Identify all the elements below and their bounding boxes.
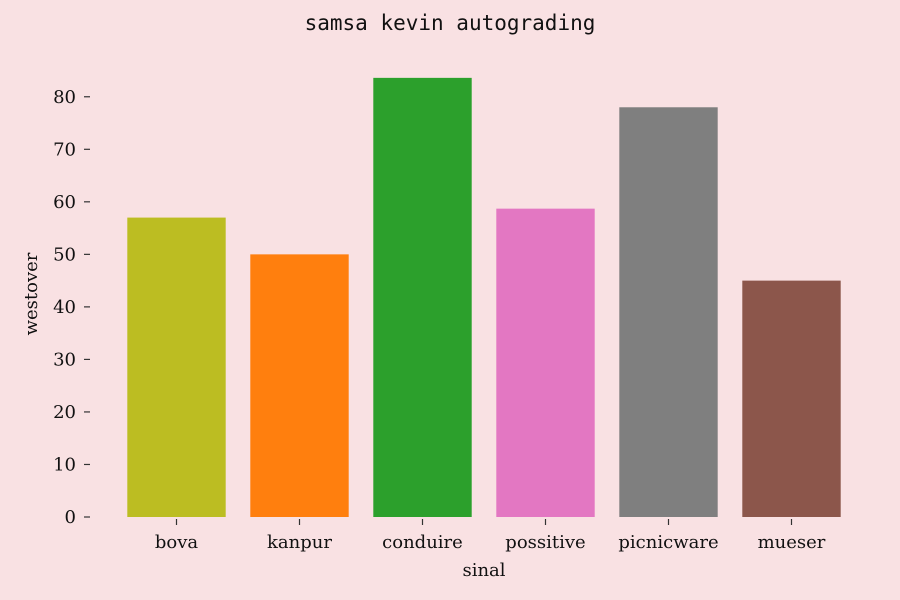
x-axis: bova kanpur conduire possitive picnicware mue… xyxy=(155,519,826,553)
x-tick-label: picnicware xyxy=(618,532,718,553)
bar-possitive xyxy=(496,208,595,518)
y-tick-label: 30 xyxy=(53,349,76,370)
bars xyxy=(127,77,841,518)
y-tick-label: 0 xyxy=(65,507,76,528)
x-axis-label: sinal xyxy=(462,560,505,581)
bar-conduire xyxy=(373,77,472,517)
x-tick-label: mueser xyxy=(758,532,826,553)
chart-title: samsa kevin autograding xyxy=(305,11,596,35)
y-axis: 0 10 20 30 40 50 60 70 80 xyxy=(53,87,90,528)
y-tick-label: 40 xyxy=(53,297,76,318)
y-axis-label: westover xyxy=(21,252,42,335)
bar-bova xyxy=(127,217,226,517)
x-tick-label: possitive xyxy=(505,532,585,553)
y-tick-label: 10 xyxy=(53,454,76,475)
x-tick-label: bova xyxy=(155,532,199,553)
y-tick-label: 50 xyxy=(53,244,76,265)
x-tick-label: conduire xyxy=(382,532,463,553)
y-tick-label: 60 xyxy=(53,192,76,213)
y-tick-label: 80 xyxy=(53,87,76,108)
y-tick-label: 70 xyxy=(53,139,76,160)
bar-picnicware xyxy=(619,107,718,517)
y-tick-label: 20 xyxy=(53,402,76,423)
bar-mueser xyxy=(742,280,841,517)
bar-kanpur xyxy=(250,254,349,517)
x-tick-label: kanpur xyxy=(267,532,332,553)
